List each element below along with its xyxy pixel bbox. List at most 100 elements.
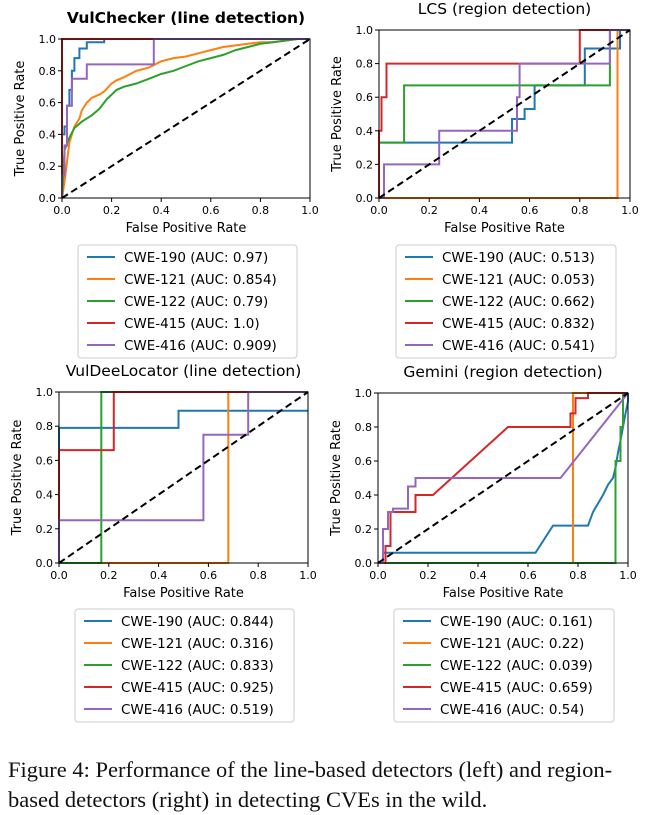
legend-label: CWE-415 (AUC: 0.659) — [440, 680, 593, 696]
figure-caption: Figure 4: Performance of the line-based … — [8, 757, 613, 812]
legend-label: CWE-415 (AUC: 1.0) — [124, 316, 260, 332]
chart-panel-4: Gemini (region detection) 0.0 0.2 0.4 0.6 0.8… — [329, 363, 637, 723]
legend-label: CWE-190 (AUC: 0.513) — [442, 250, 595, 266]
chart-title: Gemini (region detection) — [403, 363, 602, 381]
x-tick-label: 0.6 — [521, 204, 539, 217]
legend-label: CWE-121 (AUC: 0.316) — [121, 636, 274, 652]
x-tick-label: 1.0 — [619, 569, 637, 582]
y-tick-label: 0.6 — [36, 454, 54, 467]
legend-label: CWE-416 (AUC: 0.541) — [442, 338, 595, 354]
x-tick-label: 0.4 — [471, 204, 489, 217]
series-line-3 — [61, 38, 310, 199]
series-line-4 — [378, 29, 630, 198]
legend-label: CWE-121 (AUC: 0.854) — [124, 272, 277, 288]
x-tick-label: 0.0 — [53, 204, 71, 217]
y-axis-label: True Positive Rate — [329, 420, 344, 537]
chart-title: VulChecker (line detection) — [67, 9, 305, 27]
series-line-1 — [61, 38, 310, 198]
x-tick-label: 0.8 — [249, 569, 267, 582]
y-tick-label: 0.4 — [36, 489, 54, 502]
x-tick-label: 0.2 — [103, 204, 121, 217]
series-line-5 — [61, 38, 310, 198]
series-line-5 — [379, 29, 630, 199]
x-tick-label: 0.4 — [152, 204, 170, 217]
y-tick-label: 0.4 — [39, 128, 57, 141]
y-tick-label: 0.8 — [355, 421, 373, 434]
y-axis-label: True Positive Rate — [10, 420, 25, 537]
x-tick-label: 0.2 — [419, 569, 437, 582]
legend: CWE-190 (AUC: 0.97) CWE-121 (AUC: 0.854) C… — [77, 244, 298, 359]
axes-frame — [61, 38, 311, 199]
y-tick-label: 0.2 — [356, 158, 374, 171]
axes-frame — [58, 391, 309, 564]
chart-panel-3: VulDeeLocator (line detection) 0.0 0.2 0.4 0… — [10, 362, 317, 723]
legend-label: CWE-121 (AUC: 0.053) — [442, 272, 595, 288]
x-tick-label: 0.8 — [569, 569, 587, 582]
legend-label: CWE-415 (AUC: 0.832) — [442, 316, 595, 332]
y-tick-label: 0.8 — [36, 420, 54, 433]
x-tick-label: 0.6 — [519, 569, 537, 582]
x-tick-label: 1.0 — [621, 204, 639, 217]
series-group — [378, 392, 629, 564]
y-tick-label: 1.0 — [355, 387, 373, 400]
legend-label: CWE-190 (AUC: 0.97) — [124, 250, 268, 266]
legend-label: CWE-415 (AUC: 0.925) — [121, 680, 274, 696]
y-tick-label: 0.8 — [356, 58, 374, 71]
x-tick-label: 1.0 — [299, 569, 317, 582]
y-axis-label: True Positive Rate — [330, 56, 345, 173]
chance-diagonal — [377, 392, 629, 564]
x-tick-label: 0.8 — [252, 204, 270, 217]
y-tick-label: 0.2 — [39, 160, 57, 173]
legend-label: CWE-416 (AUC: 0.519) — [121, 702, 274, 718]
legend-box — [77, 244, 298, 359]
x-tick-label: 0.2 — [420, 204, 438, 217]
legend-box — [393, 608, 615, 723]
legend: CWE-190 (AUC: 0.161) CWE-121 (AUC: 0.22) C… — [393, 608, 615, 723]
y-tick-label: 0.0 — [36, 557, 54, 570]
axes-frame — [377, 392, 629, 564]
legend-box — [395, 244, 617, 359]
y-tick-label: 1.0 — [356, 24, 374, 37]
y-tick-label: 0.0 — [355, 557, 373, 570]
legend: CWE-190 (AUC: 0.513) CWE-121 (AUC: 0.053)… — [395, 244, 617, 359]
y-tick-label: 0.2 — [355, 523, 373, 536]
y-tick-label: 0.0 — [39, 192, 57, 205]
y-tick-label: 0.4 — [355, 489, 373, 502]
legend-label: CWE-122 (AUC: 0.662) — [442, 294, 595, 310]
y-tick-label: 0.2 — [36, 523, 54, 536]
chance-diagonal — [61, 38, 311, 199]
y-tick-label: 0.6 — [355, 455, 373, 468]
chart-title: VulDeeLocator (line detection) — [66, 362, 302, 380]
x-tick-label: 1.0 — [301, 204, 319, 217]
series-line-1 — [378, 29, 630, 198]
legend-label: CWE-122 (AUC: 0.79) — [124, 294, 268, 310]
legend-label: CWE-416 (AUC: 0.909) — [124, 338, 277, 354]
axes-frame — [378, 29, 631, 199]
series-line-4 — [378, 392, 628, 564]
y-tick-label: 1.0 — [39, 33, 57, 46]
legend-label: CWE-122 (AUC: 0.833) — [121, 658, 274, 674]
legend-label: CWE-190 (AUC: 0.844) — [121, 614, 274, 630]
x-axis-label: False Positive Rate — [444, 221, 565, 236]
legend: CWE-190 (AUC: 0.844) CWE-121 (AUC: 0.316)… — [74, 608, 295, 723]
x-tick-label: 0.0 — [50, 569, 68, 582]
x-tick-label: 0.2 — [100, 569, 118, 582]
chance-diagonal — [378, 29, 631, 199]
y-axis-label: True Positive Rate — [13, 61, 28, 178]
legend-label: CWE-122 (AUC: 0.039) — [440, 658, 593, 674]
series-line-5 — [378, 392, 629, 564]
y-tick-label: 0.6 — [39, 97, 57, 110]
x-tick-label: 0.0 — [370, 204, 388, 217]
x-tick-label: 0.0 — [369, 569, 387, 582]
x-tick-label: 0.8 — [571, 204, 589, 217]
chart-panel-1: VulChecker (line detection) 0.0 0.2 0.4 0.6 0… — [13, 9, 319, 359]
x-tick-label: 0.4 — [150, 569, 168, 582]
y-tick-label: 0.8 — [39, 65, 57, 78]
x-axis-label: False Positive Rate — [126, 221, 247, 236]
x-axis-label: False Positive Rate — [123, 586, 244, 601]
y-tick-label: 0.4 — [356, 125, 374, 138]
chart-panel-2: LCS (region detection) 0.0 0.2 0.4 0.6 0.8 1.0… — [330, 0, 639, 359]
chance-diagonal — [58, 391, 309, 564]
chart-title: LCS (region detection) — [418, 0, 591, 18]
legend-box — [74, 608, 295, 723]
